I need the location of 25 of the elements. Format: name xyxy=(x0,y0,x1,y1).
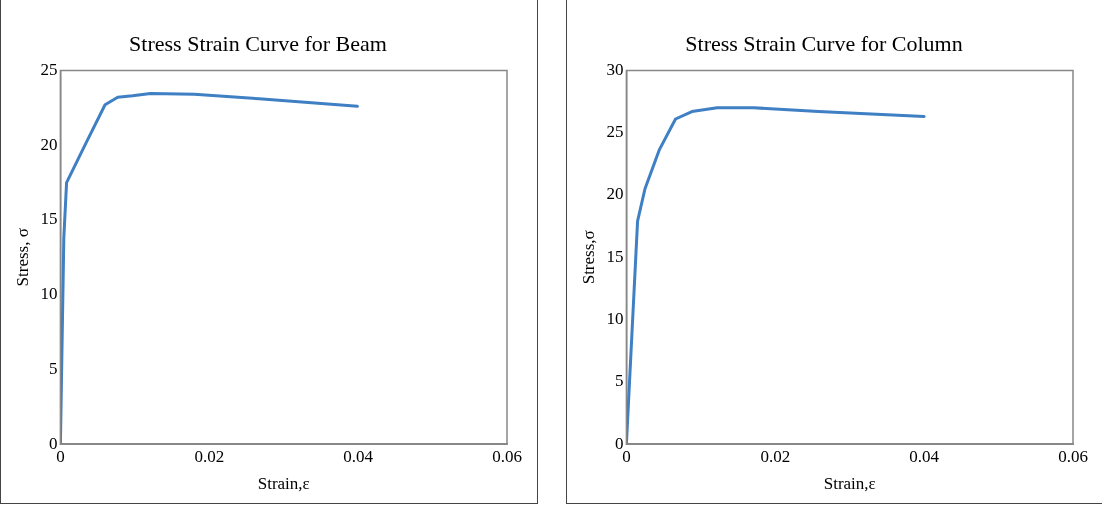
y-tick-label: 10 xyxy=(40,284,58,304)
y-tick-label: 25 xyxy=(40,59,58,79)
y-axis-title: Stress,σ xyxy=(578,230,598,285)
x-axis-title: Strain,ε xyxy=(257,474,310,494)
y-tick-label: 0 xyxy=(614,433,624,453)
x-tick-label: 0.06 xyxy=(492,446,522,466)
y-axis-title: Stress, σ xyxy=(12,228,32,287)
y-tick-label: 5 xyxy=(614,371,624,391)
x-tick-label: 0.04 xyxy=(909,446,940,466)
y-tick-label: 30 xyxy=(606,59,624,79)
y-tick-label: 20 xyxy=(606,184,624,204)
chart-title: Stress Strain Curve for Beam xyxy=(129,30,387,56)
x-tick-label: 0.04 xyxy=(343,446,374,466)
y-tick-label: 15 xyxy=(40,209,58,229)
chart-title: Stress Strain Curve for Column xyxy=(685,30,963,56)
y-tick-label: 10 xyxy=(606,309,624,329)
y-tick-label: 0 xyxy=(48,433,58,453)
x-tick-label: 0.02 xyxy=(194,446,225,466)
y-tick-label: 5 xyxy=(48,358,58,378)
x-tick-label: 0.06 xyxy=(1058,446,1088,466)
y-tick-label: 20 xyxy=(40,134,58,154)
x-tick-label: 0.02 xyxy=(760,446,791,466)
y-tick-label: 15 xyxy=(606,246,624,266)
y-tick-label: 25 xyxy=(606,122,624,142)
x-axis-title: Strain,ε xyxy=(823,474,876,494)
